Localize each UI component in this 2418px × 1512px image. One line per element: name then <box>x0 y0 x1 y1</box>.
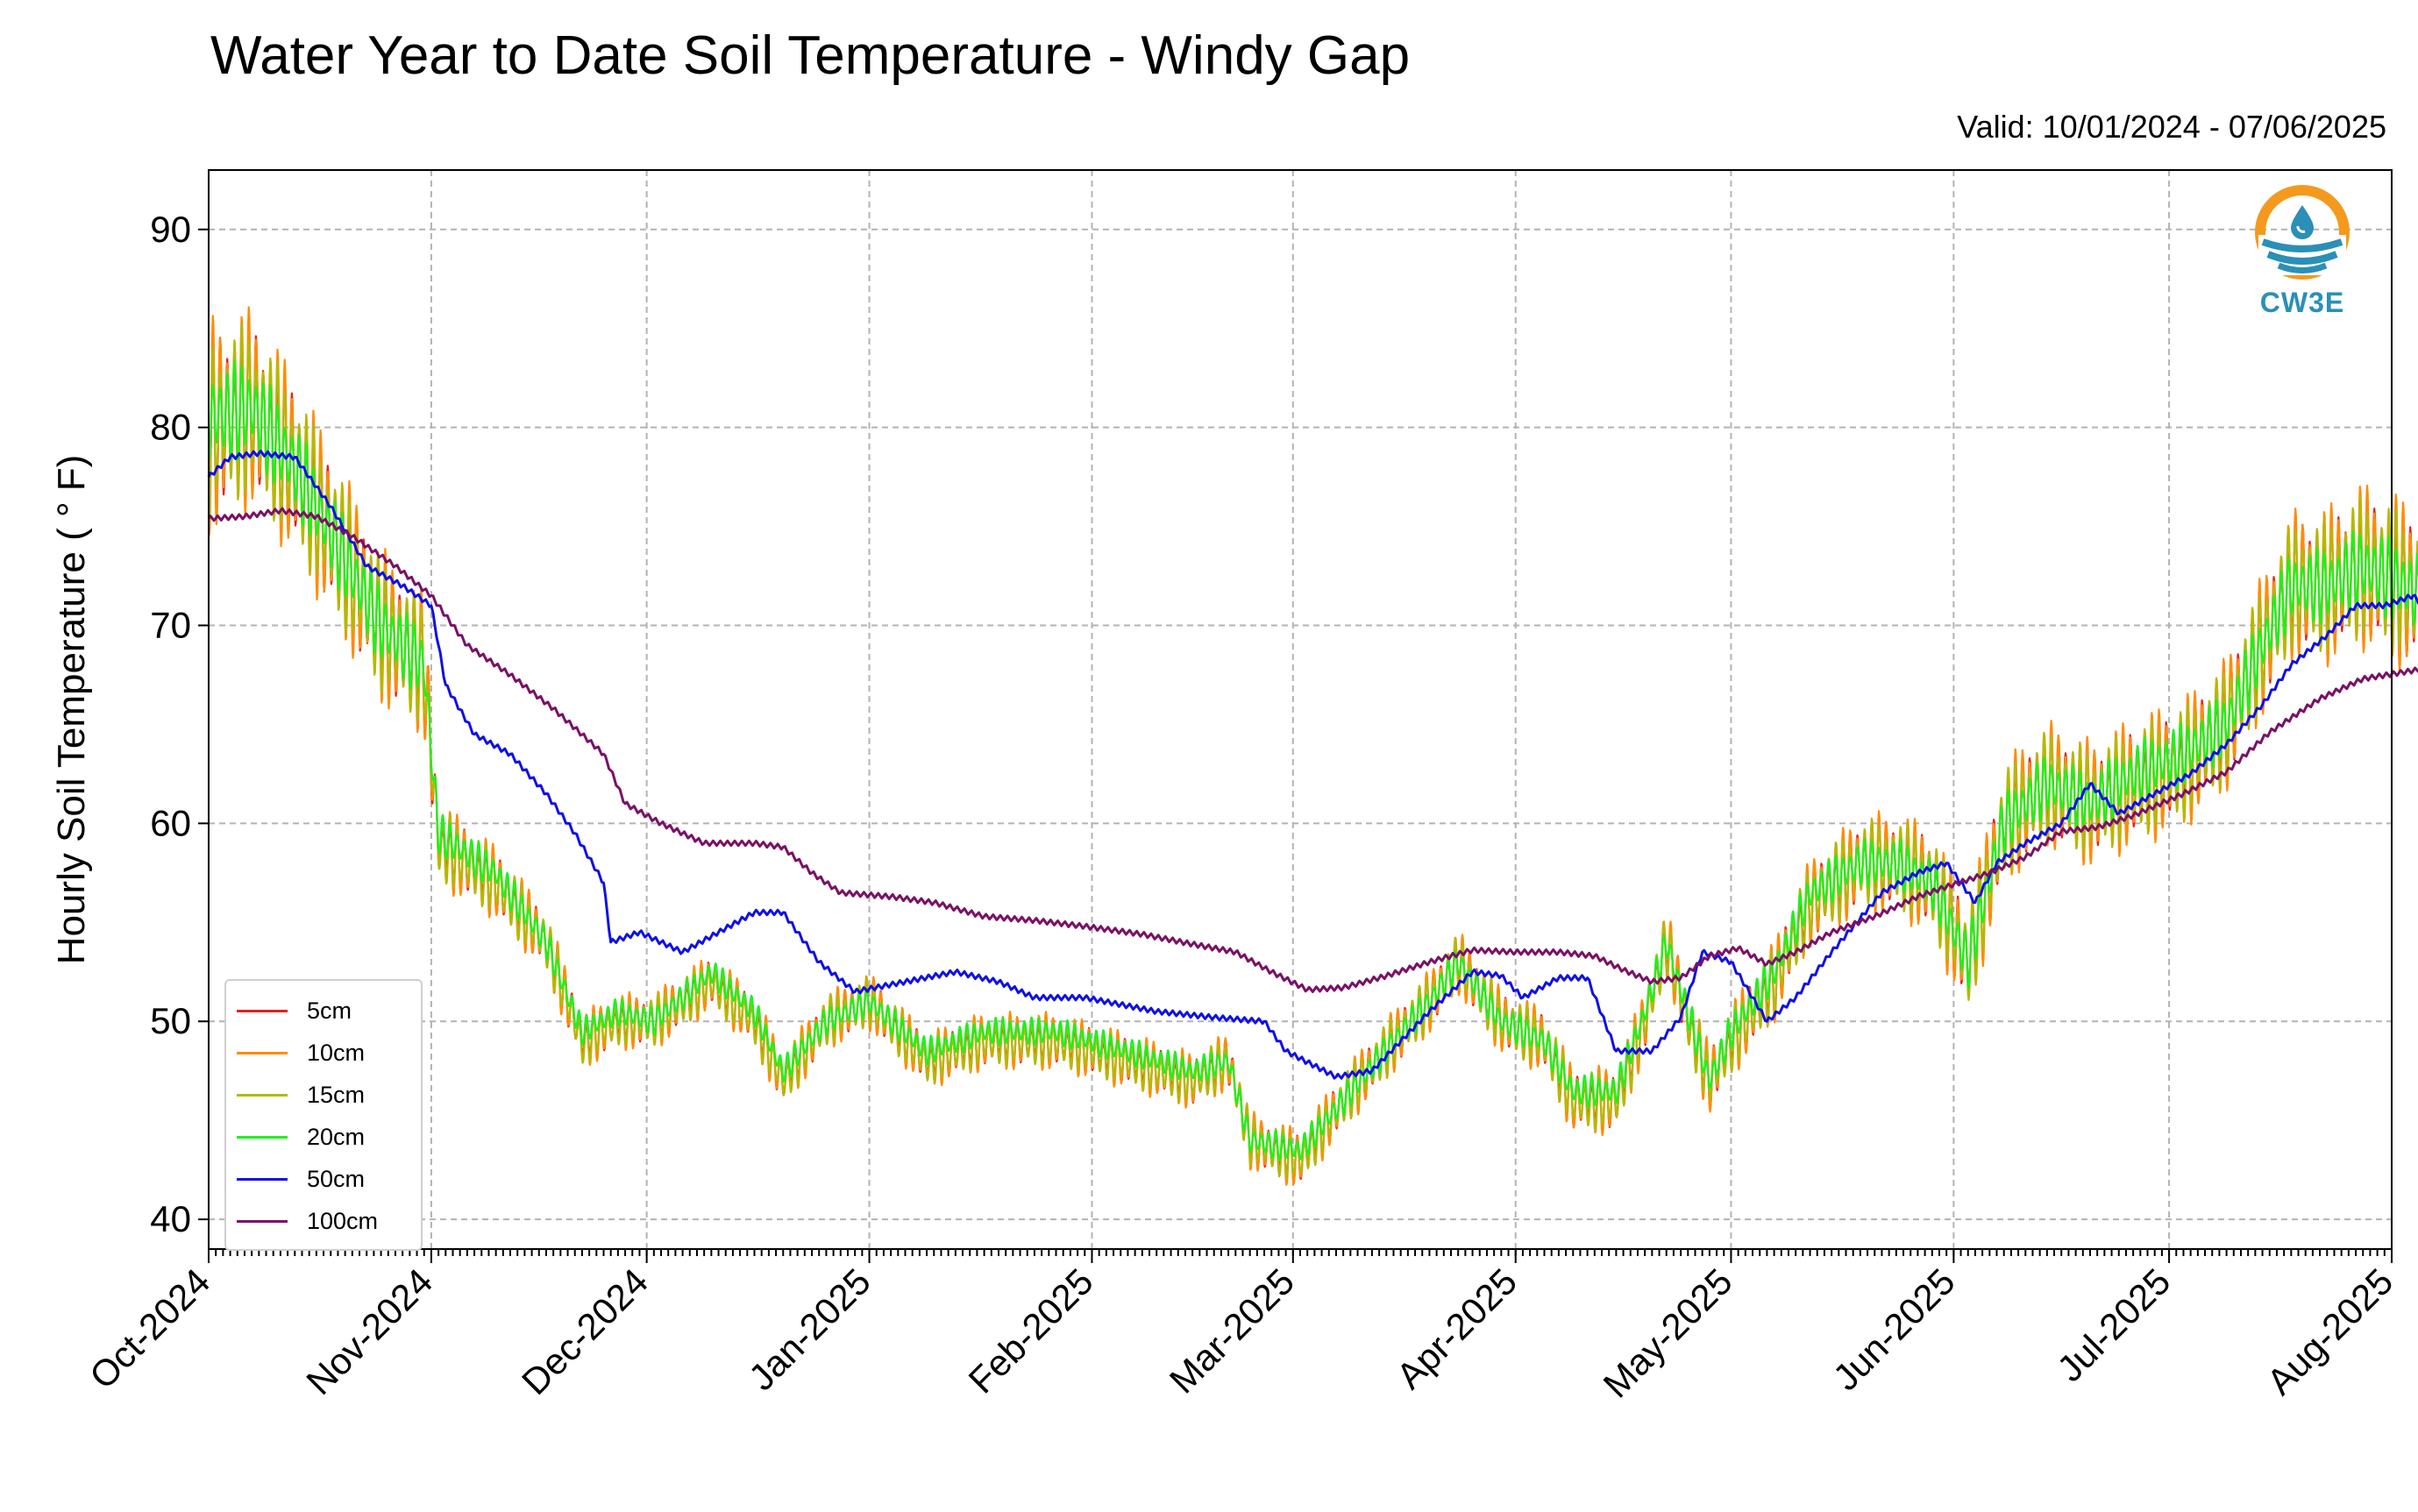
legend-item-10cm: 10cm <box>226 1032 421 1074</box>
y-tick-label: 40 <box>150 1198 191 1239</box>
legend-item-15cm: 15cm <box>226 1074 421 1116</box>
legend-label: 15cm <box>307 1081 366 1108</box>
x-tick-label: May-2025 <box>1596 1260 1740 1405</box>
y-tick-label: 80 <box>150 407 191 448</box>
x-tick-label: Feb-2025 <box>960 1260 1100 1401</box>
series-line-20cm <box>207 359 2418 1161</box>
legend-item-50cm: 50cm <box>226 1158 421 1200</box>
series-line-100cm <box>207 507 2418 993</box>
legend-label: 5cm <box>307 997 352 1024</box>
series-line-10cm <box>207 306 2418 1186</box>
y-tick-label: 60 <box>150 802 191 843</box>
x-tick-label: Nov-2024 <box>298 1260 440 1402</box>
legend-swatch <box>237 1177 288 1181</box>
x-tick-label: Dec-2024 <box>514 1260 656 1402</box>
x-tick-label: Jun-2025 <box>1825 1260 1963 1398</box>
legend-swatch <box>237 1009 288 1012</box>
legend-label: 20cm <box>307 1123 366 1150</box>
series-line-15cm <box>207 323 2418 1180</box>
chart-subtitle: Valid: 10/01/2024 - 07/06/2025 <box>1957 109 2386 145</box>
legend-swatch <box>237 1219 288 1223</box>
legend-swatch <box>237 1051 288 1054</box>
legend-label: 100cm <box>307 1207 379 1234</box>
x-tick-label: Oct-2024 <box>82 1260 217 1396</box>
series-line-50cm <box>207 450 2418 1080</box>
x-tick-label: Jan-2025 <box>741 1260 878 1398</box>
y-tick-label: 50 <box>150 1000 191 1041</box>
legend-item-20cm: 20cm <box>226 1116 421 1158</box>
legend-label: 50cm <box>307 1165 366 1192</box>
legend-swatch <box>237 1135 288 1139</box>
x-tick-label: Aug-2025 <box>2258 1260 2400 1402</box>
water-drop-icon <box>2255 185 2350 280</box>
y-axis-label: Hourly Soil Temperature ( ° F) <box>50 455 93 965</box>
x-tick-label: Jul-2025 <box>2049 1260 2178 1389</box>
x-tick-label: Apr-2025 <box>1389 1260 1525 1396</box>
legend-label: 10cm <box>307 1039 366 1066</box>
y-tick-label: 90 <box>150 209 191 250</box>
legend-item-5cm: 5cm <box>226 990 421 1032</box>
legend-swatch <box>237 1093 288 1097</box>
legend: 5cm 10cm 15cm 20cm 50cm 100cm <box>224 979 423 1251</box>
chart-title: Water Year to Date Soil Temperature - Wi… <box>210 25 1411 86</box>
cw3e-logo: CW3E <box>2244 184 2360 319</box>
plot-frame <box>208 169 2393 1250</box>
y-tick-label: 70 <box>150 605 191 646</box>
logo-text: CW3E <box>2259 287 2345 318</box>
x-tick-label: Mar-2025 <box>1162 1260 1302 1401</box>
legend-item-100cm: 100cm <box>226 1200 421 1242</box>
